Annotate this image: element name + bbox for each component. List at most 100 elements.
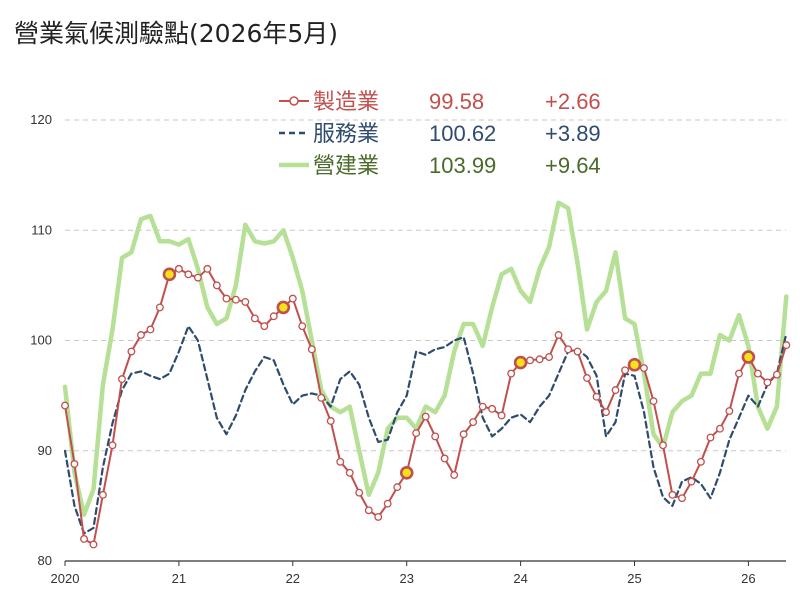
data-point bbox=[336, 457, 345, 466]
legend-item-1: 製造業 99.58 +2.66 bbox=[279, 89, 601, 114]
legend: 製造業 99.58 +2.66 服務業 100.62 +3.89 營建業 103.99 +9.6… bbox=[279, 89, 601, 178]
data-point bbox=[412, 429, 421, 438]
data-point bbox=[288, 294, 297, 303]
data-point bbox=[526, 356, 535, 365]
y-tick-label: 100 bbox=[30, 333, 52, 348]
data-point bbox=[564, 345, 573, 354]
data-point bbox=[222, 294, 231, 303]
data-point bbox=[61, 401, 69, 410]
highlight-point bbox=[399, 465, 414, 480]
y-tick-label: 90 bbox=[38, 443, 52, 458]
legend-label: 營建業 bbox=[313, 153, 379, 178]
data-point bbox=[307, 345, 316, 354]
x-tick-label: 26 bbox=[741, 571, 755, 586]
data-point bbox=[735, 369, 743, 378]
data-point bbox=[317, 393, 326, 402]
data-point bbox=[127, 347, 136, 356]
y-axis-ticks: 80 90 100 110 120 bbox=[30, 112, 52, 568]
data-point bbox=[535, 355, 544, 364]
highlight-point bbox=[276, 300, 291, 315]
data-point bbox=[250, 314, 259, 323]
data-point bbox=[108, 441, 117, 450]
y-tick-label: 110 bbox=[31, 222, 52, 237]
highlight-point bbox=[741, 350, 756, 364]
grid-lines bbox=[65, 119, 786, 452]
data-point bbox=[155, 303, 164, 312]
legend-label: 服務業 bbox=[313, 121, 379, 146]
data-point bbox=[137, 331, 145, 339]
data-point bbox=[326, 417, 335, 425]
data-point bbox=[241, 297, 250, 306]
data-point bbox=[212, 281, 221, 290]
x-tick-label: 21 bbox=[172, 571, 186, 586]
data-point bbox=[89, 540, 98, 549]
data-point bbox=[573, 347, 582, 356]
legend-value: 99.58 bbox=[429, 89, 484, 114]
data-point bbox=[70, 460, 79, 468]
legend-marker bbox=[289, 96, 299, 106]
data-point bbox=[678, 494, 686, 503]
y-tick-label: 80 bbox=[38, 553, 52, 568]
data-point bbox=[753, 369, 762, 378]
data-point bbox=[706, 433, 715, 442]
data-point bbox=[80, 535, 88, 543]
data-point bbox=[459, 430, 468, 439]
data-point bbox=[193, 273, 202, 282]
legend-item-2: 服務業 100.62 +3.89 bbox=[279, 121, 601, 146]
data-point bbox=[696, 457, 705, 466]
y-tick-label: 120 bbox=[30, 112, 52, 127]
data-point bbox=[174, 264, 183, 273]
data-point bbox=[450, 471, 459, 479]
data-point bbox=[469, 418, 478, 427]
data-point bbox=[184, 270, 193, 279]
x-tick-label: 22 bbox=[286, 571, 300, 586]
highlight-point bbox=[627, 357, 642, 372]
legend-value: 100.62 bbox=[429, 121, 496, 146]
data-point bbox=[231, 295, 240, 304]
data-point bbox=[298, 322, 307, 331]
legend-label: 製造業 bbox=[313, 89, 379, 114]
data-point bbox=[269, 312, 278, 321]
data-point bbox=[583, 374, 591, 382]
data-point bbox=[782, 341, 791, 350]
data-point bbox=[715, 424, 724, 433]
legend-change: +2.66 bbox=[545, 89, 601, 114]
highlight-point bbox=[162, 267, 177, 282]
data-point bbox=[383, 499, 392, 508]
x-tick-label: 25 bbox=[627, 571, 641, 586]
data-point bbox=[374, 512, 383, 521]
legend-change: +3.89 bbox=[545, 121, 601, 146]
data-point bbox=[545, 353, 554, 361]
data-point bbox=[431, 432, 440, 441]
data-point bbox=[554, 331, 563, 339]
legend-value: 103.99 bbox=[429, 153, 496, 178]
series-line-2 bbox=[63, 325, 788, 535]
data-point bbox=[772, 370, 781, 379]
data-point bbox=[621, 366, 630, 375]
data-point bbox=[725, 407, 734, 416]
data-point bbox=[364, 506, 373, 515]
data-point bbox=[659, 441, 667, 450]
data-point bbox=[146, 325, 155, 334]
data-point bbox=[592, 392, 601, 401]
series-line-3 bbox=[62, 200, 789, 517]
data-point bbox=[611, 386, 620, 395]
data-point bbox=[507, 369, 516, 378]
chart-title: 營業氣候測驗點(2026年5月) bbox=[14, 19, 339, 48]
data-point bbox=[668, 490, 677, 499]
data-point bbox=[118, 375, 126, 384]
data-point bbox=[393, 483, 402, 492]
series-layer bbox=[61, 200, 791, 549]
data-point bbox=[602, 408, 610, 417]
data-point bbox=[640, 364, 648, 373]
data-point bbox=[497, 411, 506, 420]
data-point bbox=[488, 404, 497, 413]
data-point bbox=[203, 264, 212, 273]
data-point bbox=[260, 322, 269, 331]
legend-change: +9.64 bbox=[545, 153, 601, 178]
data-point bbox=[763, 378, 772, 387]
data-point bbox=[421, 412, 430, 421]
x-tick-label: 2020 bbox=[51, 571, 80, 586]
data-point bbox=[98, 490, 107, 499]
